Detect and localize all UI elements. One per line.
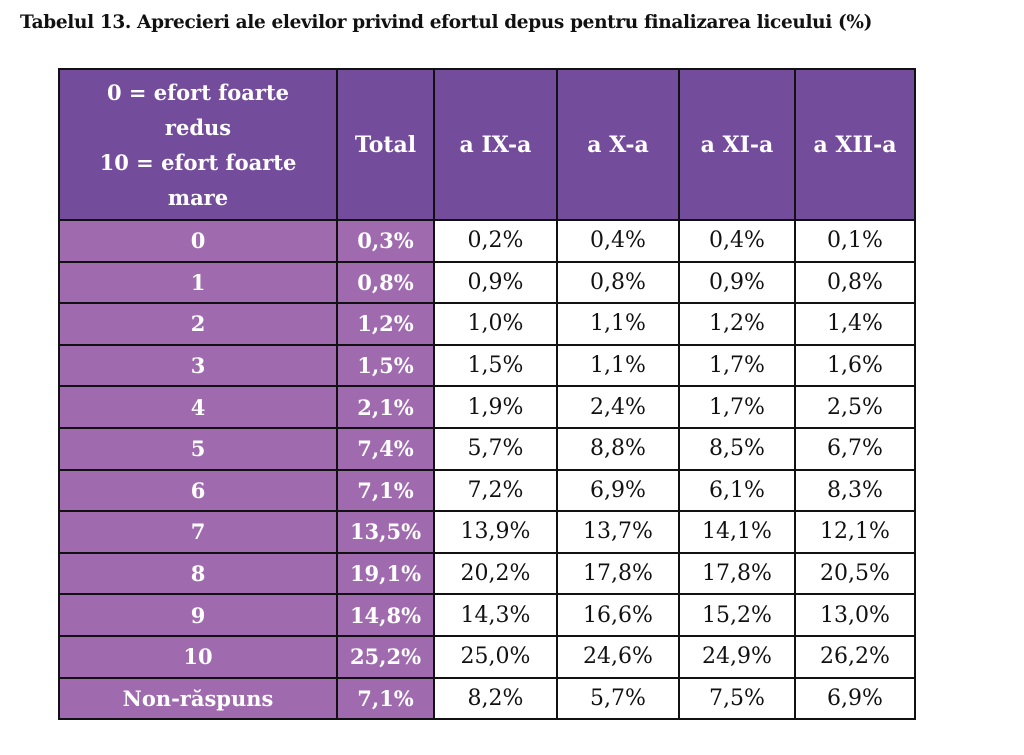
value-grade-11: 14,1% (678, 510, 796, 554)
column-header-grade-12: a XII-a (794, 68, 916, 221)
row-label: 5 (58, 426, 338, 471)
legend-line: redus (164, 114, 232, 140)
table-row: 10 25,2% 25,0% 24,6% 24,9% 26,2% (58, 634, 916, 679)
value-grade-10: 13,7% (556, 510, 680, 554)
value-grade-11: 0,9% (678, 260, 796, 305)
value-total: 13,5% (336, 510, 435, 554)
value-grade-10: 0,8% (556, 260, 680, 305)
table-row: 3 1,5% 1,5% 1,1% 1,7% 1,6% (58, 343, 916, 388)
table-row: 1 0,8% 0,9% 0,8% 0,9% 0,8% (58, 260, 916, 305)
row-label: 7 (58, 510, 338, 554)
table-row: Non-răspuns 7,1% 8,2% 5,7% 7,5% 6,9% (58, 676, 916, 721)
value-grade-11: 6,1% (678, 468, 796, 513)
value-total: 7,1% (336, 676, 435, 721)
value-grade-10: 17,8% (556, 551, 680, 596)
value-grade-11: 1,7% (678, 343, 796, 388)
table-row: 0 0,3% 0,2% 0,4% 0,4% 0,1% (58, 219, 916, 263)
value-grade-12: 6,9% (794, 676, 916, 721)
table-title: Tabelul 13. Aprecieri ale elevilor privi… (20, 12, 873, 33)
row-label: 0 (58, 219, 338, 263)
value-grade-9: 5,7% (433, 426, 558, 471)
value-grade-9: 1,5% (433, 343, 558, 388)
legend-line: 10 = efort foarte (99, 149, 297, 175)
value-grade-9: 20,2% (433, 551, 558, 596)
value-grade-10: 24,6% (556, 634, 680, 679)
value-grade-11: 17,8% (678, 551, 796, 596)
value-total: 0,8% (336, 260, 435, 305)
value-grade-12: 1,4% (794, 302, 916, 346)
value-grade-12: 0,1% (794, 219, 916, 263)
value-grade-11: 8,5% (678, 426, 796, 471)
value-total: 19,1% (336, 551, 435, 596)
column-header-grade-11: a XI-a (678, 68, 796, 221)
value-grade-12: 2,5% (794, 385, 916, 429)
row-label: 2 (58, 302, 338, 346)
table-row: 7 13,5% 13,9% 13,7% 14,1% 12,1% (58, 510, 916, 554)
value-grade-10: 1,1% (556, 302, 680, 346)
value-grade-11: 0,4% (678, 219, 796, 263)
value-grade-9: 0,2% (433, 219, 558, 263)
value-grade-10: 1,1% (556, 343, 680, 388)
table-row: 2 1,2% 1,0% 1,1% 1,2% 1,4% (58, 302, 916, 346)
value-grade-9: 0,9% (433, 260, 558, 305)
column-header-total: Total (336, 68, 435, 221)
value-grade-11: 24,9% (678, 634, 796, 679)
value-total: 25,2% (336, 634, 435, 679)
value-grade-10: 2,4% (556, 385, 680, 429)
value-total: 2,1% (336, 385, 435, 429)
value-grade-12: 12,1% (794, 510, 916, 554)
table-row: 9 14,8% 14,3% 16,6% 15,2% 13,0% (58, 593, 916, 637)
row-label: Non-răspuns (58, 676, 338, 721)
value-grade-12: 8,3% (794, 468, 916, 513)
row-label: 4 (58, 385, 338, 429)
table-row: 5 7,4% 5,7% 8,8% 8,5% 6,7% (58, 426, 916, 471)
value-grade-10: 0,4% (556, 219, 680, 263)
table-row: 8 19,1% 20,2% 17,8% 17,8% 20,5% (58, 551, 916, 596)
value-grade-11: 1,2% (678, 302, 796, 346)
value-grade-9: 25,0% (433, 634, 558, 679)
row-label: 6 (58, 468, 338, 513)
value-grade-10: 16,6% (556, 593, 680, 637)
value-grade-12: 0,8% (794, 260, 916, 305)
value-grade-11: 7,5% (678, 676, 796, 721)
legend-line: 0 = efort foarte (106, 79, 290, 105)
value-total: 14,8% (336, 593, 435, 637)
value-grade-12: 1,6% (794, 343, 916, 388)
value-grade-10: 8,8% (556, 426, 680, 471)
value-grade-12: 26,2% (794, 634, 916, 679)
value-grade-9: 13,9% (433, 510, 558, 554)
table-row: 6 7,1% 7,2% 6,9% 6,1% 8,3% (58, 468, 916, 513)
value-grade-11: 15,2% (678, 593, 796, 637)
scale-legend-header: 0 = efort foarte redus 10 = efort foarte… (58, 68, 338, 221)
value-grade-11: 1,7% (678, 385, 796, 429)
value-total: 0,3% (336, 219, 435, 263)
value-total: 1,5% (336, 343, 435, 388)
value-grade-9: 1,9% (433, 385, 558, 429)
effort-table: 0 = efort foarte redus 10 = efort foarte… (58, 68, 916, 721)
row-label: 8 (58, 551, 338, 596)
value-grade-10: 6,9% (556, 468, 680, 513)
value-total: 7,4% (336, 426, 435, 471)
value-total: 1,2% (336, 302, 435, 346)
table-body: 0 0,3% 0,2% 0,4% 0,4% 0,1% 1 0,8% 0,9% 0,8% 0,9% 0,… (58, 219, 916, 721)
row-label: 3 (58, 343, 338, 388)
table-row: 4 2,1% 1,9% 2,4% 1,7% 2,5% (58, 385, 916, 429)
column-header-grade-10: a X-a (556, 68, 680, 221)
value-grade-10: 5,7% (556, 676, 680, 721)
value-grade-12: 13,0% (794, 593, 916, 637)
row-label: 1 (58, 260, 338, 305)
row-label: 10 (58, 634, 338, 679)
header-row: 0 = efort foarte redus 10 = efort foarte… (58, 68, 916, 221)
value-total: 7,1% (336, 468, 435, 513)
legend-line: mare (167, 184, 229, 210)
value-grade-9: 1,0% (433, 302, 558, 346)
column-header-grade-9: a IX-a (433, 68, 558, 221)
row-label: 9 (58, 593, 338, 637)
value-grade-9: 14,3% (433, 593, 558, 637)
value-grade-12: 6,7% (794, 426, 916, 471)
value-grade-9: 8,2% (433, 676, 558, 721)
value-grade-12: 20,5% (794, 551, 916, 596)
value-grade-9: 7,2% (433, 468, 558, 513)
